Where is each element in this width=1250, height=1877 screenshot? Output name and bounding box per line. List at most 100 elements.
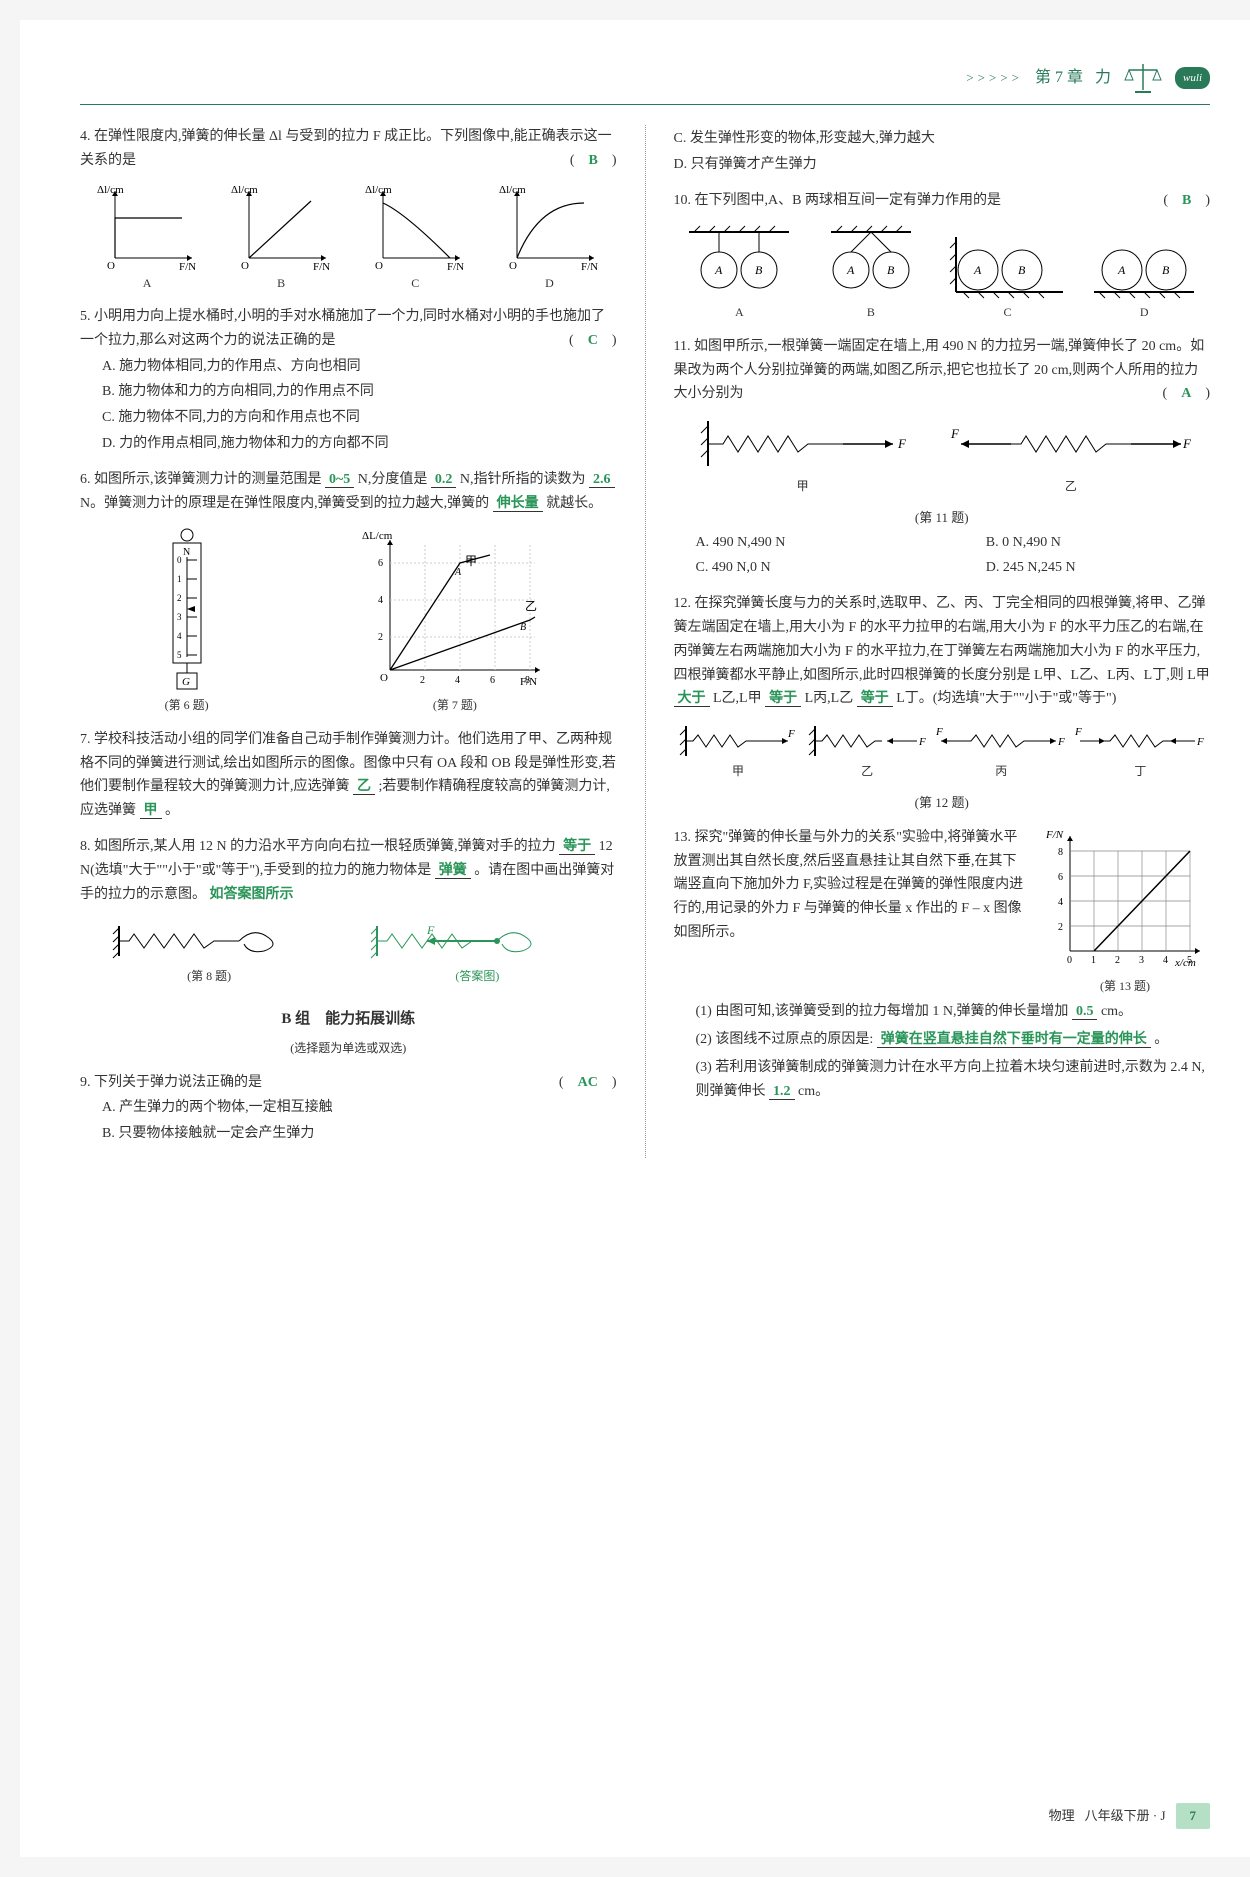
q12-ans2: 等于 <box>765 691 801 707</box>
q9-opt-c: C. 发生弹性形变的物体,形变越大,弹力越大 <box>674 127 1211 151</box>
q12-diag-3: F F <box>936 721 1066 761</box>
q13-chart: F/N x/cm 012345 2468 <box>1040 826 1210 976</box>
q13-num: 13. <box>674 830 692 845</box>
q7-chart: ΔL/cmF/N O 2468 246 甲A <box>360 525 550 695</box>
svg-text:O: O <box>241 260 249 272</box>
svg-text:4: 4 <box>378 595 383 606</box>
q12-diag-1: F <box>678 721 798 761</box>
svg-text:Δl/cm: Δl/cm <box>97 184 124 196</box>
q5-opt-d: D. 力的作用点相同,施力物体和力的方向都不同 <box>102 432 617 456</box>
svg-text:5: 5 <box>1187 955 1192 966</box>
svg-text:1: 1 <box>177 574 182 584</box>
q9-answer: AC <box>578 1075 598 1090</box>
svg-text:F/N: F/N <box>581 261 598 273</box>
q12-diagrams: F 甲 F 乙 <box>674 721 1211 781</box>
q8-ans1: 等于 <box>559 839 595 855</box>
svg-text:F: F <box>1196 736 1204 748</box>
q9-num: 9. <box>80 1075 91 1090</box>
q6-ans-range: 0~5 <box>325 472 354 488</box>
q12-text-c: L丙,L乙 <box>805 691 854 706</box>
q5-opt-c: C. 施力物体不同,力的方向和作用点也不同 <box>102 406 617 430</box>
q10-answer: B <box>1182 193 1191 208</box>
q13-sub1-text-a: 由图可知,该弹簧受到的拉力每增加 1 N,弹簧的伸长量增加 <box>715 1004 1068 1019</box>
q10-label-b: B <box>816 302 926 322</box>
q8-num: 8. <box>80 839 91 854</box>
chapter-label: 第 7 章 <box>1035 64 1083 91</box>
question-8: 8. 如图所示,某人用 12 N 的力沿水平方向向右拉一根轻质弹簧,弹簧对手的拉… <box>80 835 617 987</box>
q12-num: 12. <box>674 596 692 611</box>
q13-sub2-label: (2) <box>696 1032 712 1047</box>
svg-text:A: A <box>1117 263 1126 277</box>
svg-text:2: 2 <box>1058 922 1063 933</box>
svg-text:B: B <box>755 263 763 277</box>
svg-text:N: N <box>183 547 190 558</box>
svg-text:2: 2 <box>420 675 425 686</box>
q4-chart-c: Δl/cmF/N O <box>365 183 465 273</box>
question-13: 13. 探究"弹簧的伸长量与外力的关系"实验中,将弹簧水平放置测出其自然长度,然… <box>674 826 1211 1104</box>
section-b-subtitle: (选择题为单选或双选) <box>80 1038 617 1058</box>
question-6: 6. 如图所示,该弹簧测力计的测量范围是 0~5 N,分度值是 0.2 N,指针… <box>80 468 617 716</box>
question-10: 10. 在下列图中,A、B 两球相互间一定有弹力作用的是 ( B ) A B A <box>674 189 1211 323</box>
svg-text:Δl/cm: Δl/cm <box>365 184 392 196</box>
question-12: 12. 在探究弹簧长度与力的关系时,选取甲、乙、丙、丁完全相同的四根弹簧,将甲、… <box>674 592 1211 813</box>
svg-text:A: A <box>973 263 982 277</box>
q4-opt-b: B <box>231 273 331 293</box>
svg-text:B: B <box>1162 263 1170 277</box>
q7-ans1: 乙 <box>353 779 375 795</box>
svg-text:F: F <box>1182 436 1191 451</box>
column-divider <box>645 125 646 1158</box>
q12-text-d: L丁。(均选填"大于""小于"或"等于") <box>896 691 1116 706</box>
chapter-title: 力 <box>1095 64 1111 91</box>
q6-spring-scale-icon: N 012345 G <box>147 525 227 695</box>
q13-text: 探究"弹簧的伸长量与外力的关系"实验中,将弹簧水平放置测出其自然长度,然后竖直悬… <box>674 830 1024 940</box>
subject-badge: wuli <box>1175 67 1210 90</box>
svg-text:4: 4 <box>177 631 182 641</box>
page-number: 7 <box>1176 1803 1211 1829</box>
q8-ans2: 弹簧 <box>435 863 471 879</box>
q11-answer: A <box>1181 386 1191 401</box>
section-b-title: B 组 能力拓展训练 <box>80 1007 617 1033</box>
svg-text:5: 5 <box>177 650 182 660</box>
svg-text:ΔL/cm: ΔL/cm <box>362 530 393 542</box>
svg-text:4: 4 <box>1058 897 1063 908</box>
q10-label-d: D <box>1089 302 1199 322</box>
q10-label-a: A <box>684 302 794 322</box>
svg-text:A: A <box>454 567 462 578</box>
svg-text:A: A <box>846 263 855 277</box>
svg-text:2: 2 <box>1115 955 1120 966</box>
q11-opt-a: A. 490 N,490 N <box>696 531 964 555</box>
q13-sub3: (3) 若利用该弹簧制成的弹簧测力计在水平方向上拉着木块匀速前进时,示数为 2.… <box>696 1056 1211 1104</box>
svg-text:B: B <box>520 622 526 633</box>
svg-text:甲: 甲 <box>465 554 477 568</box>
q9-answer-paren: ( AC ) <box>559 1071 617 1095</box>
svg-text:3: 3 <box>1139 955 1144 966</box>
svg-text:F: F <box>426 923 435 937</box>
svg-text:8: 8 <box>1058 847 1063 858</box>
svg-text:F: F <box>918 736 926 748</box>
q13-sub1-ans: 0.5 <box>1072 1004 1098 1020</box>
q10-diag-a: A B <box>684 222 794 302</box>
q7-caption: (第 7 题) <box>360 695 550 715</box>
q8-caption-right: (答案图) <box>367 966 587 986</box>
q6-num: 6. <box>80 472 91 487</box>
svg-text:B: B <box>1018 263 1026 277</box>
svg-text:0: 0 <box>177 555 182 565</box>
q8-caption-left: (第 8 题) <box>109 966 309 986</box>
footer-subject: 物理 <box>1049 1805 1075 1827</box>
q13-sub2-text-a: 该图线不过原点的原因是: <box>715 1032 873 1047</box>
svg-text:O: O <box>375 260 383 272</box>
svg-text:F: F <box>897 436 907 451</box>
q8-text-a: 如图所示,某人用 12 N 的力沿水平方向向右拉一根轻质弹簧,弹簧对手的拉力 <box>94 839 556 854</box>
q9-text: 下列关于弹力说法正确的是 <box>94 1075 262 1090</box>
svg-text:B: B <box>887 263 895 277</box>
svg-text:x/cm: x/cm <box>1174 957 1196 969</box>
q12-label-3: 丙 <box>936 761 1066 781</box>
q9-opt-b: B. 只要物体接触就一定会产生弹力 <box>102 1122 617 1146</box>
svg-text:6: 6 <box>1058 872 1063 883</box>
header-chevrons: >>>>> <box>966 67 1023 89</box>
svg-text:6: 6 <box>490 675 495 686</box>
q10-diag-b: A B <box>816 222 926 302</box>
svg-text:3: 3 <box>177 612 182 622</box>
svg-text:Δl/cm: Δl/cm <box>231 184 258 196</box>
q10-label-c: C <box>948 302 1068 322</box>
